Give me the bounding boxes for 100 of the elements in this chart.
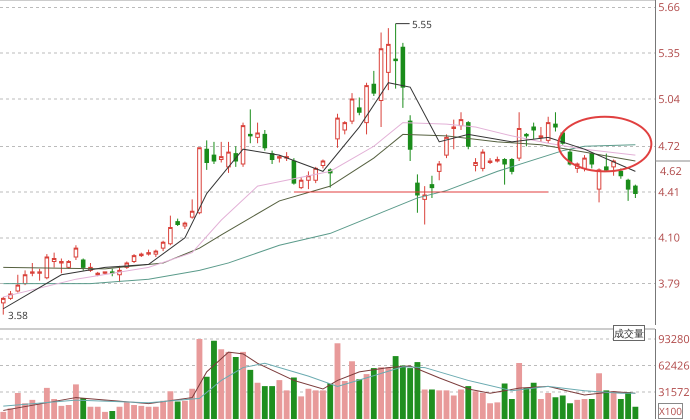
y-tick-label: 31572 — [658, 384, 690, 400]
line-series — [2, 134, 636, 270]
candlestick — [596, 168, 602, 203]
candlestick — [212, 141, 216, 164]
line-series — [2, 144, 636, 284]
candlestick — [415, 174, 420, 214]
candlestick — [546, 116, 550, 144]
candlestick — [298, 176, 304, 190]
candlestick — [44, 254, 50, 280]
bar — [109, 410, 116, 419]
candlestick — [30, 262, 35, 277]
candlestick — [436, 160, 442, 181]
candlestick — [553, 112, 558, 132]
candlestick — [364, 82, 369, 135]
y-tick-label: 93280 — [658, 332, 690, 347]
candlestick — [255, 122, 260, 144]
bar — [465, 386, 472, 419]
candlestick — [335, 113, 340, 148]
bar — [364, 374, 370, 419]
candlestick — [204, 140, 209, 170]
annotation: 成交量 — [614, 326, 644, 340]
candlestick — [218, 141, 224, 163]
candlestick — [146, 249, 151, 256]
candlestick — [102, 271, 108, 276]
candlestick — [400, 42, 406, 108]
bar — [356, 379, 362, 419]
candlestick — [59, 258, 64, 274]
annotation: 3.58 — [8, 308, 28, 322]
bar — [429, 390, 435, 419]
y-tick-label: 5.66 — [658, 0, 680, 16]
candlestick — [633, 184, 638, 198]
candlestick — [248, 108, 253, 144]
candlestick — [626, 178, 630, 202]
line-series — [2, 362, 636, 407]
candlestick — [342, 120, 348, 135]
candlestick — [66, 260, 71, 270]
candlestick — [495, 156, 500, 163]
bar — [174, 402, 181, 419]
candlestick — [320, 159, 326, 169]
candlestick — [306, 170, 311, 190]
candlestick — [160, 240, 166, 252]
candlestick — [604, 153, 609, 172]
line-series — [2, 82, 636, 310]
candlestick — [582, 154, 587, 172]
bar — [240, 352, 246, 419]
candlestick — [480, 148, 486, 172]
bar — [370, 368, 377, 419]
bar — [516, 362, 522, 419]
candlestick — [154, 249, 158, 258]
candlestick — [132, 254, 136, 264]
bar — [610, 391, 616, 419]
candlestick — [510, 158, 514, 175]
candlestick — [240, 122, 246, 168]
candlestick — [190, 198, 194, 220]
y-tick-label: 62426 — [658, 358, 690, 374]
bar — [247, 370, 254, 419]
bar — [254, 382, 260, 419]
candlestick — [139, 252, 144, 258]
candlestick — [197, 147, 202, 215]
candlestick — [590, 152, 594, 169]
annotation: 5.55 — [412, 17, 432, 31]
candlestick — [182, 221, 188, 230]
candlestick — [357, 97, 362, 116]
candlestick — [430, 175, 434, 198]
candlestick — [473, 158, 478, 172]
candlestick — [538, 126, 544, 142]
candlestick — [52, 252, 56, 268]
y-tick-label: 5.04 — [658, 92, 681, 107]
candlestick — [80, 258, 86, 271]
bar — [603, 390, 610, 419]
bar — [588, 398, 595, 419]
candlestick — [531, 122, 536, 140]
text: X100 — [659, 404, 682, 418]
y-tick-label: 4.10 — [658, 230, 680, 246]
candlestick — [386, 28, 391, 91]
y-tick-label: 5.35 — [658, 46, 680, 62]
candlestick — [444, 134, 449, 159]
candlestick — [37, 268, 42, 282]
candlestick — [277, 154, 282, 163]
candlestick — [408, 114, 412, 162]
candlestick — [502, 158, 507, 186]
candlestick — [458, 112, 464, 130]
bar — [327, 384, 334, 419]
y-tick-label: 3.79 — [658, 276, 680, 292]
candlestick — [516, 112, 522, 162]
bar — [596, 373, 602, 419]
candlestick — [175, 218, 180, 227]
candlestick — [292, 158, 296, 186]
line-series — [2, 352, 636, 411]
candlestick — [270, 150, 274, 164]
candlestick — [393, 23, 398, 90]
y-tick-label: 4.41 — [658, 184, 680, 200]
candlestick — [618, 168, 624, 180]
candlestick — [168, 215, 173, 246]
y-tick-label: 4.72 — [658, 139, 680, 154]
candlestick — [372, 70, 376, 97]
line-series — [2, 122, 636, 298]
ref-line-label: 4.62 — [660, 164, 682, 179]
candlestick — [350, 92, 354, 125]
candlestick — [451, 119, 456, 150]
